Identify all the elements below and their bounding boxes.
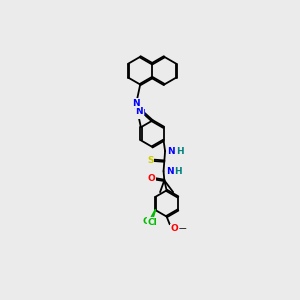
- Text: H: H: [176, 147, 184, 156]
- Text: Cl: Cl: [147, 218, 157, 227]
- Text: Cl: Cl: [143, 217, 152, 226]
- Text: N: N: [136, 107, 143, 116]
- Text: N: N: [167, 147, 175, 156]
- Text: O: O: [170, 224, 178, 233]
- Text: N: N: [166, 167, 173, 176]
- Text: N: N: [132, 99, 140, 108]
- Text: S: S: [147, 156, 154, 165]
- Text: —: —: [179, 224, 187, 233]
- Text: H: H: [174, 167, 182, 176]
- Text: O: O: [147, 174, 155, 183]
- Text: N: N: [137, 109, 145, 118]
